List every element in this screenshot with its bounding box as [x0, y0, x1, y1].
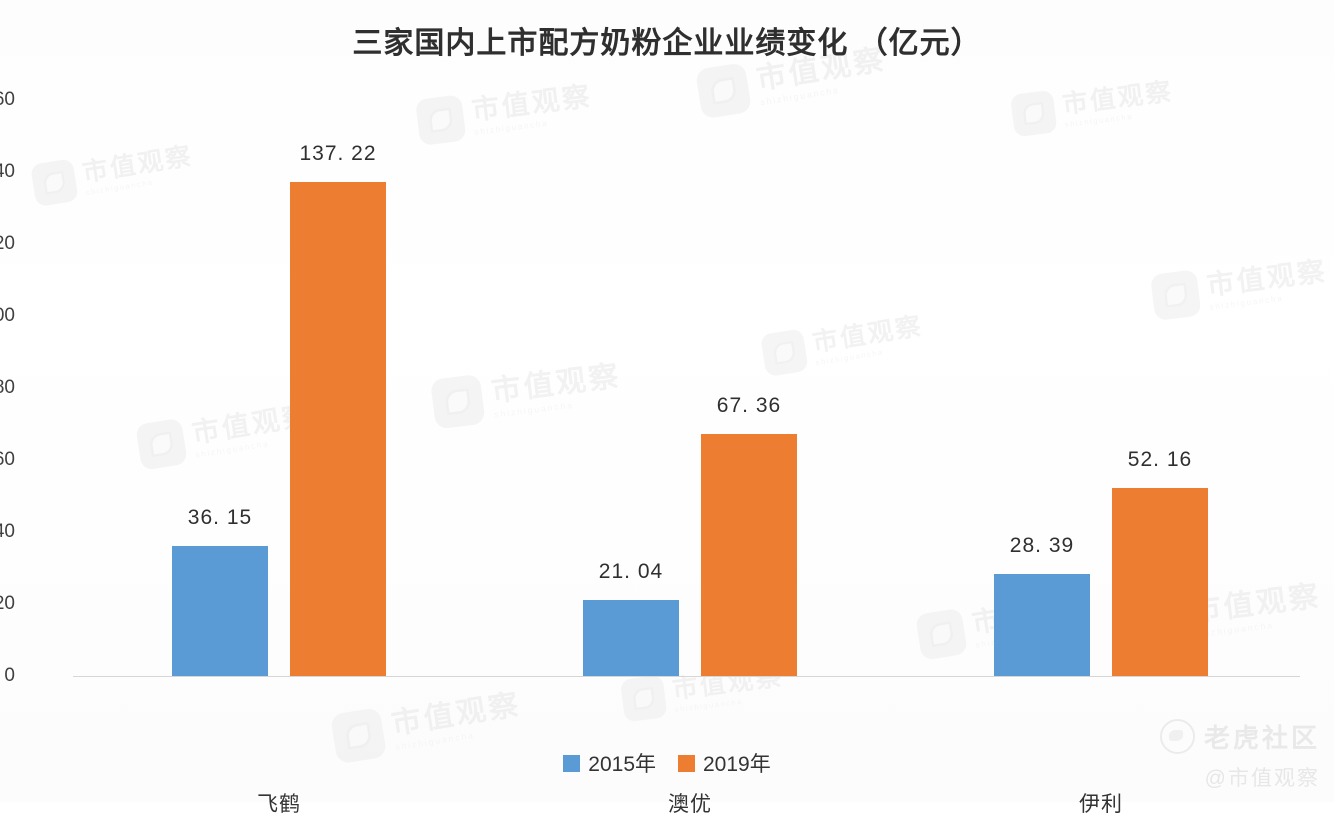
legend-label: 2015年 [588, 753, 656, 776]
bar-澳优-2015年[interactable] [583, 600, 679, 676]
legend-label: 2019年 [703, 753, 771, 776]
bar-伊利-2019年[interactable] [1112, 488, 1208, 676]
bar-澳优-2019年[interactable] [701, 433, 797, 676]
y-axis-tick-label: 40 [0, 521, 15, 542]
y-axis-tick-label: 140 [0, 161, 15, 182]
bar-value-label: 137. 22 [299, 142, 377, 165]
x-axis-line [73, 676, 1300, 677]
y-axis-tick-label: 120 [0, 233, 15, 254]
brand-name: 老虎社区 [1203, 723, 1320, 753]
y-axis-tick-label: 100 [0, 305, 15, 326]
legend-item-2015年[interactable]: 2015年 [563, 748, 656, 778]
bar-value-label: 36. 15 [187, 505, 253, 529]
y-axis-tick-label: 0 [4, 665, 15, 686]
bar-伊利-2015年[interactable] [994, 573, 1090, 676]
bar-飞鹤-2015年[interactable] [172, 545, 268, 676]
x-axis-category-label: 伊利 [1079, 793, 1123, 816]
legend-swatch-icon [678, 754, 695, 772]
legend-swatch-icon [563, 754, 581, 772]
chart-title: 三家国内上市配方奶粉企业业绩变化 （亿元） [352, 27, 982, 60]
brand-row: 老虎社区 [1159, 718, 1320, 755]
x-axis-category-label: 澳优 [668, 793, 712, 816]
x-axis-category-label: 飞鹤 [257, 793, 301, 816]
chart-legend: 2015年 2019年 [0, 748, 1334, 778]
bar-value-label: 67. 36 [716, 393, 782, 417]
bar-value-label: 52. 16 [1127, 448, 1193, 472]
plot-area: 160 140 120 100 80 60 40 20 0 36. 15 137. 22 飞鹤 21. … [0, 89, 1300, 816]
bar-飞鹤-2019年[interactable] [290, 182, 386, 676]
y-axis-tick-label: 80 [0, 377, 15, 398]
y-axis-tick-label: 160 [0, 89, 15, 110]
y-axis-tick-label: 60 [0, 449, 15, 470]
bar-value-label: 21. 04 [598, 560, 664, 584]
legend-item-2019年[interactable]: 2019年 [678, 748, 771, 778]
corner-branding: 老虎社区 @市值观察 [1159, 718, 1320, 792]
y-axis-tick-label: 20 [0, 593, 15, 614]
brand-handle: @市值观察 [1204, 767, 1320, 790]
tiger-circle-icon [1159, 719, 1195, 754]
bar-value-label: 28. 39 [1009, 533, 1075, 557]
